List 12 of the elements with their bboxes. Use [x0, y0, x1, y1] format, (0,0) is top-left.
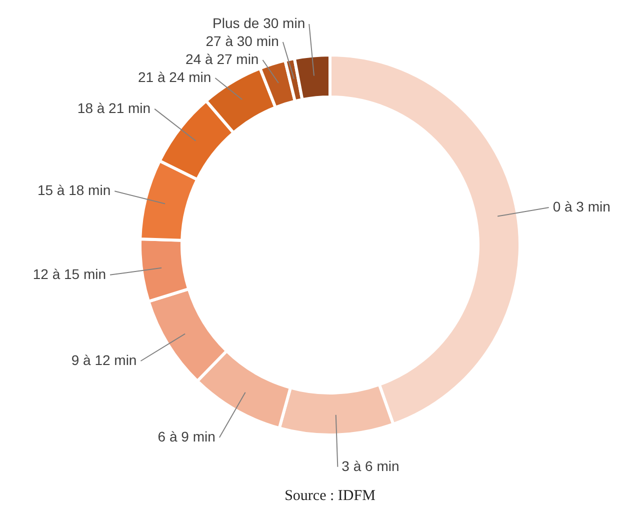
slice-label: 18 à 21 min [77, 100, 151, 116]
slice-label: Plus de 30 min [212, 14, 306, 31]
slice-label: 6 à 9 min [158, 428, 216, 444]
slice-label: 21 à 24 min [138, 68, 212, 85]
slice-label: 15 à 18 min [37, 182, 111, 198]
source-note: Source : IDFM [284, 488, 376, 504]
slice-label: 24 à 27 min [186, 50, 259, 67]
slice-label: 9 à 12 min [71, 352, 137, 368]
slice-label: 12 à 15 min [32, 266, 106, 282]
slice-label: 0 à 3 min [552, 198, 610, 215]
slice-label: 27 à 30 min [206, 32, 279, 49]
slice-label: 3 à 6 min [342, 458, 400, 474]
